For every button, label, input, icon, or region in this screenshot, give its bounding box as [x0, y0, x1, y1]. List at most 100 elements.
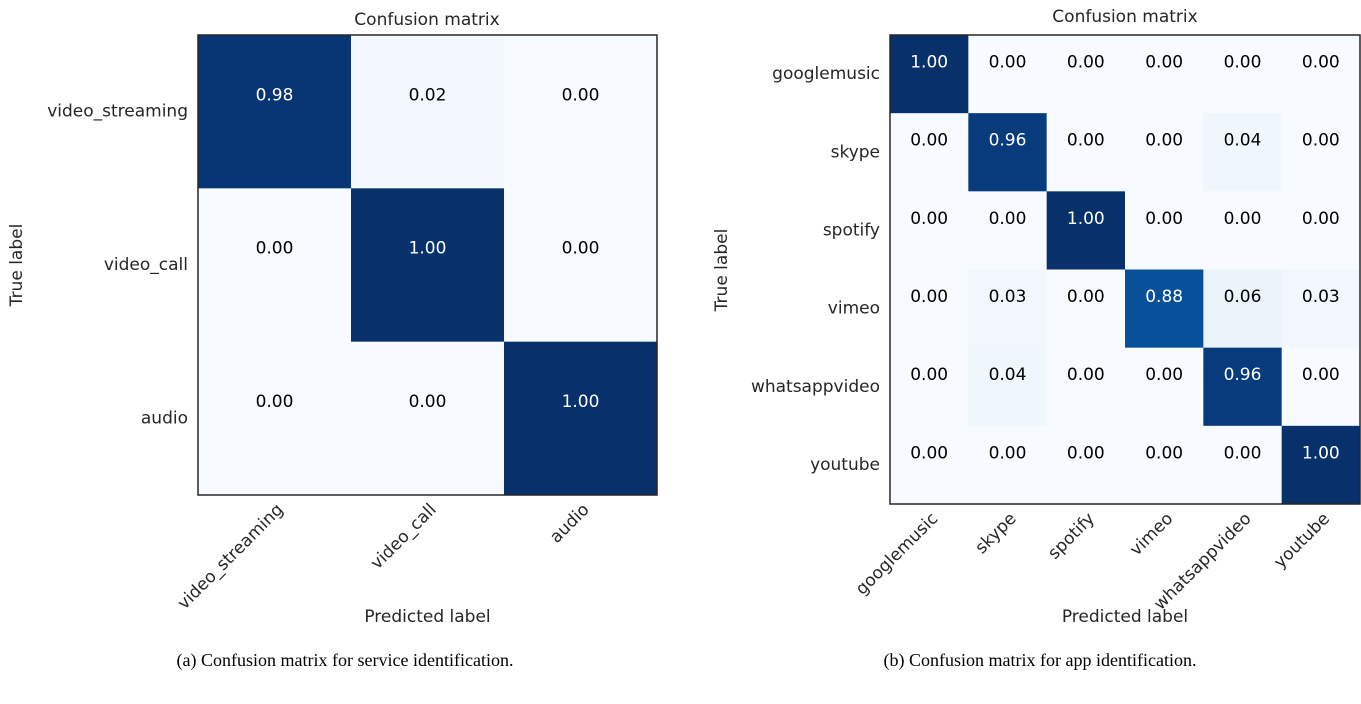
plot-frame [889, 34, 1361, 505]
cell [1203, 191, 1283, 270]
cell-label: 0.06 [1224, 287, 1262, 307]
cell-label: 0.00 [1067, 287, 1105, 307]
cell-label: 0.00 [989, 443, 1027, 463]
cell-label: 0.00 [1302, 131, 1340, 151]
cell [1281, 191, 1361, 270]
x-tick-label: audio [546, 500, 593, 547]
x-tick-label: vimeo [1126, 509, 1177, 560]
chart-title: Confusion matrix [1052, 7, 1197, 27]
cell-label: 0.00 [1067, 443, 1105, 463]
cell [198, 35, 352, 189]
cell [1281, 113, 1361, 192]
cell [1203, 113, 1283, 192]
cell [1281, 425, 1361, 505]
cell-label: 0.00 [910, 365, 948, 385]
cell-label: 0.00 [1145, 131, 1183, 151]
y-tick-label: audio [141, 408, 188, 428]
cell-label: 0.00 [1145, 443, 1183, 463]
cell [1125, 113, 1204, 192]
cell-label: 0.03 [989, 287, 1027, 307]
cell [1046, 269, 1126, 349]
cell-label: 0.88 [1145, 287, 1183, 307]
y-tick-label: spotify [823, 220, 880, 240]
cell [198, 341, 352, 496]
cell-label: 0.00 [1067, 131, 1105, 151]
cell [1046, 113, 1126, 192]
cell-label: 0.00 [910, 287, 948, 307]
y-tick-label: video_streaming [47, 102, 188, 122]
cell [351, 35, 505, 189]
caption: (a) Confusion matrix for service identif… [177, 650, 514, 671]
cell [351, 341, 505, 496]
cell-label: 0.00 [562, 85, 600, 105]
cell-label: 0.00 [1224, 443, 1262, 463]
x-axis-label: Predicted label [364, 607, 490, 627]
x-tick-label: googlemusic [852, 509, 942, 599]
cell-label: 0.00 [1067, 365, 1105, 385]
cell-label: 0.00 [1302, 209, 1340, 229]
cell-label: 0.04 [1224, 131, 1262, 151]
y-tick-label: youtube [810, 455, 880, 475]
y-axis-label: True label [712, 229, 732, 313]
cell-label: 0.03 [1302, 287, 1340, 307]
cell [504, 341, 658, 496]
cell-label: 0.00 [562, 239, 600, 259]
cell-label: 0.00 [1302, 53, 1340, 73]
cell-label: 0.00 [1302, 365, 1340, 385]
cell-label: 0.00 [409, 392, 447, 412]
cell [1125, 35, 1204, 114]
cell [890, 347, 969, 427]
cell-label: 1.00 [1067, 209, 1105, 229]
y-tick-label: video_call [104, 255, 188, 275]
plot-frame [197, 34, 658, 496]
y-tick-label: skype [831, 142, 880, 162]
cell-label: 1.00 [562, 392, 600, 412]
cell-label: 0.96 [989, 131, 1027, 151]
cell [1125, 347, 1204, 427]
cell [1281, 35, 1361, 114]
y-tick-label: vimeo [828, 299, 880, 319]
cell [1046, 35, 1126, 114]
cell-label: 0.00 [1224, 209, 1262, 229]
cell [1203, 425, 1283, 505]
y-tick-label: whatsappvideo [751, 377, 880, 397]
x-tick-label: video_streaming [174, 500, 288, 614]
cell-label: 0.00 [910, 209, 948, 229]
cell-label: 0.00 [989, 209, 1027, 229]
cell-label: 0.98 [256, 85, 294, 105]
y-axis-label: True label [7, 224, 27, 308]
cell [504, 35, 658, 189]
cell-label: 0.00 [1067, 53, 1105, 73]
caption: (b) Confusion matrix for app identificat… [884, 650, 1197, 671]
cell [1125, 425, 1204, 505]
cell [1281, 269, 1361, 349]
cell [968, 191, 1048, 270]
y-tick-label: googlemusic [772, 64, 880, 84]
cell-label: 0.00 [256, 239, 294, 259]
cell [890, 35, 969, 114]
cell [504, 188, 658, 343]
cell-label: 1.00 [1302, 443, 1340, 463]
cell [968, 269, 1048, 349]
chart-title: Confusion matrix [354, 10, 499, 30]
cell-label: 0.00 [1145, 365, 1183, 385]
cell [198, 188, 352, 343]
cell [1203, 269, 1283, 349]
x-tick-label: youtube [1270, 509, 1334, 573]
cell-label: 0.02 [409, 85, 447, 105]
cell [968, 347, 1048, 427]
cell-label: 0.00 [910, 131, 948, 151]
cell-label: 1.00 [409, 239, 447, 259]
x-tick-label: skype [971, 509, 1020, 558]
cell-label: 1.00 [910, 53, 948, 73]
cell [968, 35, 1048, 114]
cell [1281, 347, 1361, 427]
cell-label: 0.00 [1224, 53, 1262, 73]
cell-label: 0.00 [1145, 209, 1183, 229]
x-axis-label: Predicted label [1062, 607, 1188, 627]
cell-label: 0.00 [989, 53, 1027, 73]
cell [890, 425, 969, 505]
cell [890, 113, 969, 192]
cell-label: 0.00 [910, 443, 948, 463]
